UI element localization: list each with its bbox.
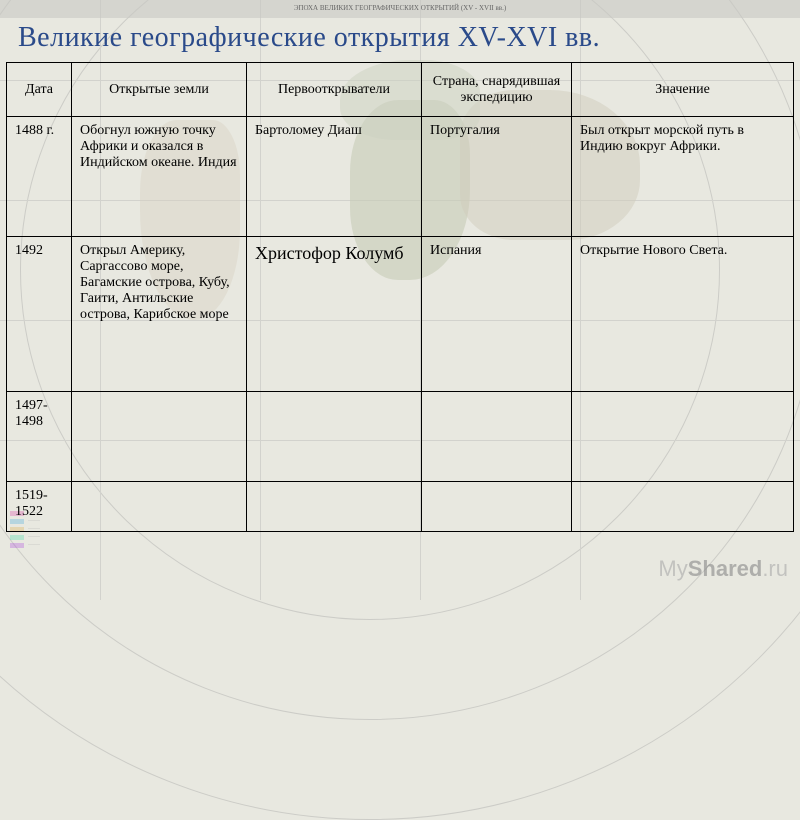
cell-country: Испания [422, 237, 572, 392]
cell-discoverers: Бартоломеу Диаш [247, 117, 422, 237]
cell-discoverers [247, 392, 422, 482]
cell-date: 1492 [7, 237, 72, 392]
table-row: 1497-1498 [7, 392, 794, 482]
cell-country: Португалия [422, 117, 572, 237]
watermark-part1: My [658, 556, 687, 581]
cell-date: 1497-1498 [7, 392, 72, 482]
table-header-row: Дата Открытые земли Первооткрыватели Стр… [7, 63, 794, 117]
cell-lands: Открыл Америку, Саргассово море, Багамск… [72, 237, 247, 392]
cell-lands [72, 392, 247, 482]
watermark-part2: Shared [688, 556, 763, 581]
cell-discoverers [247, 482, 422, 532]
table-row: 1519-1522 [7, 482, 794, 532]
map-header-text: ЭПОХА ВЕЛИКИХ ГЕОГРАФИЧЕСКИХ ОТКРЫТИЙ (X… [0, 0, 800, 18]
col-header-significance: Значение [572, 63, 794, 117]
cell-significance: Открытие Нового Света. [572, 237, 794, 392]
cell-discoverers: Христофор Колумб [247, 237, 422, 392]
cell-significance [572, 482, 794, 532]
cell-significance [572, 392, 794, 482]
col-header-discoverers: Первооткрыватели [247, 63, 422, 117]
table-row: 1492 Открыл Америку, Саргассово море, Ба… [7, 237, 794, 392]
cell-lands: Обогнул южную точку Африки и оказался в … [72, 117, 247, 237]
watermark-part3: .ru [762, 556, 788, 581]
discoveries-table: Дата Открытые земли Первооткрыватели Стр… [6, 62, 794, 532]
cell-date: 1488 г. [7, 117, 72, 237]
cell-lands [72, 482, 247, 532]
watermark: MyShared.ru [658, 556, 788, 582]
cell-significance: Был открыт морской путь в Индию вокруг А… [572, 117, 794, 237]
table-row: 1488 г. Обогнул южную точку Африки и ока… [7, 117, 794, 237]
cell-country [422, 482, 572, 532]
col-header-country: Страна, снарядившая экспедицию [422, 63, 572, 117]
cell-country [422, 392, 572, 482]
col-header-lands: Открытые земли [72, 63, 247, 117]
cell-date: 1519-1522 [7, 482, 72, 532]
col-header-date: Дата [7, 63, 72, 117]
